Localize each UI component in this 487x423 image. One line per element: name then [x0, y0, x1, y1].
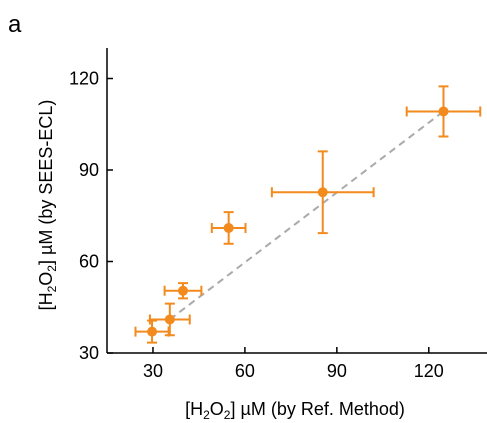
point [178, 285, 188, 296]
point [223, 222, 234, 233]
label-part: O [36, 272, 56, 286]
x-axis-label: [H2O2] µM (by Ref. Method) [185, 399, 405, 422]
fit-line [169, 110, 445, 321]
point [438, 106, 449, 117]
subscript: 2 [45, 265, 59, 272]
y-tick-label: 90 [79, 160, 99, 180]
x-tick-label: 120 [414, 361, 444, 381]
subscript: 2 [203, 408, 210, 422]
label-part: O [210, 399, 224, 419]
panel-label: a [8, 11, 22, 38]
x-tick-label: 30 [143, 361, 163, 381]
label-part: ] µM (by SEES-ECL) [36, 100, 56, 265]
y-tick-label: 30 [79, 343, 99, 363]
label-part: ] µM (by Ref. Method) [230, 399, 404, 419]
y-tick-label: 60 [79, 252, 99, 272]
y-tick-label: 120 [69, 69, 99, 89]
subscript: 2 [45, 285, 59, 292]
label-part: [H [185, 399, 203, 419]
subscript: 2 [224, 408, 231, 422]
point [317, 187, 328, 198]
point [147, 326, 158, 337]
point [164, 314, 175, 325]
x-tick-label: 60 [235, 361, 255, 381]
y-axis-label: [H2O2] µM (by SEES-ECL) [36, 100, 59, 311]
label-part: [H [36, 292, 56, 310]
x-tick-label: 90 [327, 361, 347, 381]
